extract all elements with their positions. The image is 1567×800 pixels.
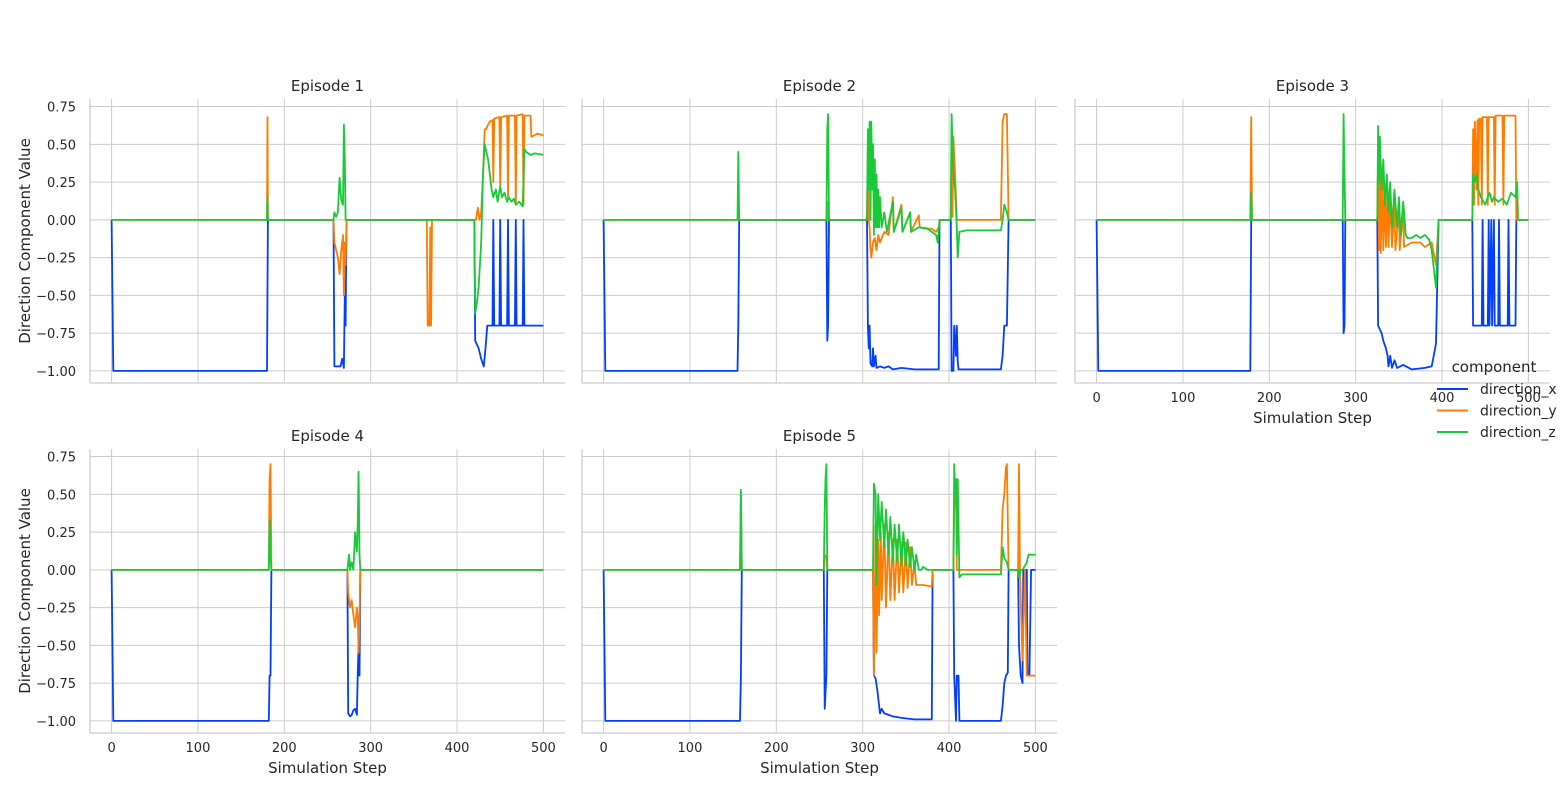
series-line-direction-z — [111, 123, 544, 315]
x-tick-label: 200 — [764, 741, 789, 756]
legend-item-direction-z: direction_z — [1437, 425, 1556, 441]
subplot-episode-3: 0 100 200 300 400 500 Episode 3 Simulation Step — [1074, 77, 1550, 427]
y-axis-label: Direction Component Value — [16, 488, 34, 694]
x-axis-label: Simulation Step — [268, 759, 387, 777]
x-tick-label: 100 — [1171, 391, 1196, 406]
series-line-direction-z — [603, 463, 1036, 586]
series-line-direction-x — [602, 218, 1036, 372]
series-line-direction-z — [603, 113, 1036, 259]
x-tick-label: 300 — [358, 741, 383, 756]
legend-label: direction_x — [1480, 382, 1557, 398]
y-tick-label: −0.50 — [36, 289, 76, 304]
series-line-direction-z — [1096, 113, 1529, 289]
y-tick-label: 0.75 — [47, 451, 76, 466]
subplot-title: Episode 5 — [783, 427, 856, 445]
legend-label: direction_y — [1480, 404, 1557, 420]
x-tick-label: 300 — [1343, 391, 1368, 406]
subplot-episode-1: −1.00 −0.75 −0.50 −0.25 0.00 0.25 0.50 0.75 Epis… — [16, 77, 565, 384]
y-tick-label: 0.25 — [47, 176, 76, 191]
y-tick-label: 0.25 — [47, 526, 76, 541]
y-tick-label: −0.25 — [36, 602, 76, 617]
x-tick-label: 500 — [531, 741, 556, 756]
y-tick-label: 0.00 — [47, 564, 76, 579]
y-tick-label: −0.50 — [36, 639, 76, 654]
series-line-direction-x — [602, 569, 1036, 722]
y-tick-label: −0.25 — [36, 252, 76, 267]
y-tick-label: −0.75 — [36, 677, 76, 692]
y-tick-label: −1.00 — [36, 365, 76, 380]
series-line-direction-z — [111, 470, 544, 571]
x-tick-label: 100 — [186, 741, 211, 756]
x-tick-label: 400 — [937, 741, 962, 756]
series-line-direction-x — [110, 218, 544, 372]
y-axis-label: Direction Component Value — [16, 138, 34, 344]
y-tick-label: 0.50 — [47, 488, 76, 503]
series-line-direction-y — [111, 463, 544, 654]
legend-item-direction-y: direction_y — [1437, 404, 1557, 420]
legend-label: direction_z — [1480, 425, 1556, 441]
legend-item-direction-x: direction_x — [1437, 382, 1557, 398]
x-tick-label: 0 — [599, 741, 607, 756]
y-tick-label: −1.00 — [36, 715, 76, 730]
x-tick-label: 400 — [445, 741, 470, 756]
subplot-title: Episode 4 — [291, 427, 364, 445]
y-tick-label: 0.00 — [47, 214, 76, 229]
x-tick-label: 100 — [678, 741, 703, 756]
x-axis-label: Simulation Step — [1253, 409, 1372, 427]
x-tick-label: 500 — [1023, 741, 1048, 756]
series-line-direction-y — [603, 463, 1036, 677]
subplot-title: Episode 2 — [783, 77, 856, 95]
subplot-episode-2: Episode 2 — [581, 77, 1057, 384]
x-tick-label: 200 — [1257, 391, 1282, 406]
legend: component direction_x direction_y directio… — [1437, 358, 1557, 441]
subplot-title: Episode 3 — [1276, 77, 1349, 95]
x-tick-label: 0 — [107, 741, 115, 756]
x-tick-label: 200 — [272, 741, 297, 756]
subplot-episode-4: 0 100 200 300 400 500 −1.00 −0.75 −0.50 −0.25 0.00… — [16, 427, 565, 777]
legend-title: component — [1452, 358, 1537, 376]
subplot-title: Episode 1 — [291, 77, 364, 95]
x-tick-label: 500 — [1516, 391, 1541, 406]
y-tick-label: −0.75 — [36, 327, 76, 342]
x-tick-label: 0 — [1092, 391, 1100, 406]
series-line-direction-y — [1096, 114, 1529, 267]
subplot-episode-5: 0 100 200 300 400 500 Episode 5 Simulation Step — [581, 427, 1057, 777]
x-axis-label: Simulation Step — [760, 759, 879, 777]
x-tick-label: 300 — [850, 741, 875, 756]
x-tick-label: 400 — [1430, 391, 1455, 406]
y-tick-label: 0.50 — [47, 138, 76, 153]
series-line-direction-y — [603, 113, 1036, 259]
y-tick-label: 0.75 — [47, 101, 76, 116]
